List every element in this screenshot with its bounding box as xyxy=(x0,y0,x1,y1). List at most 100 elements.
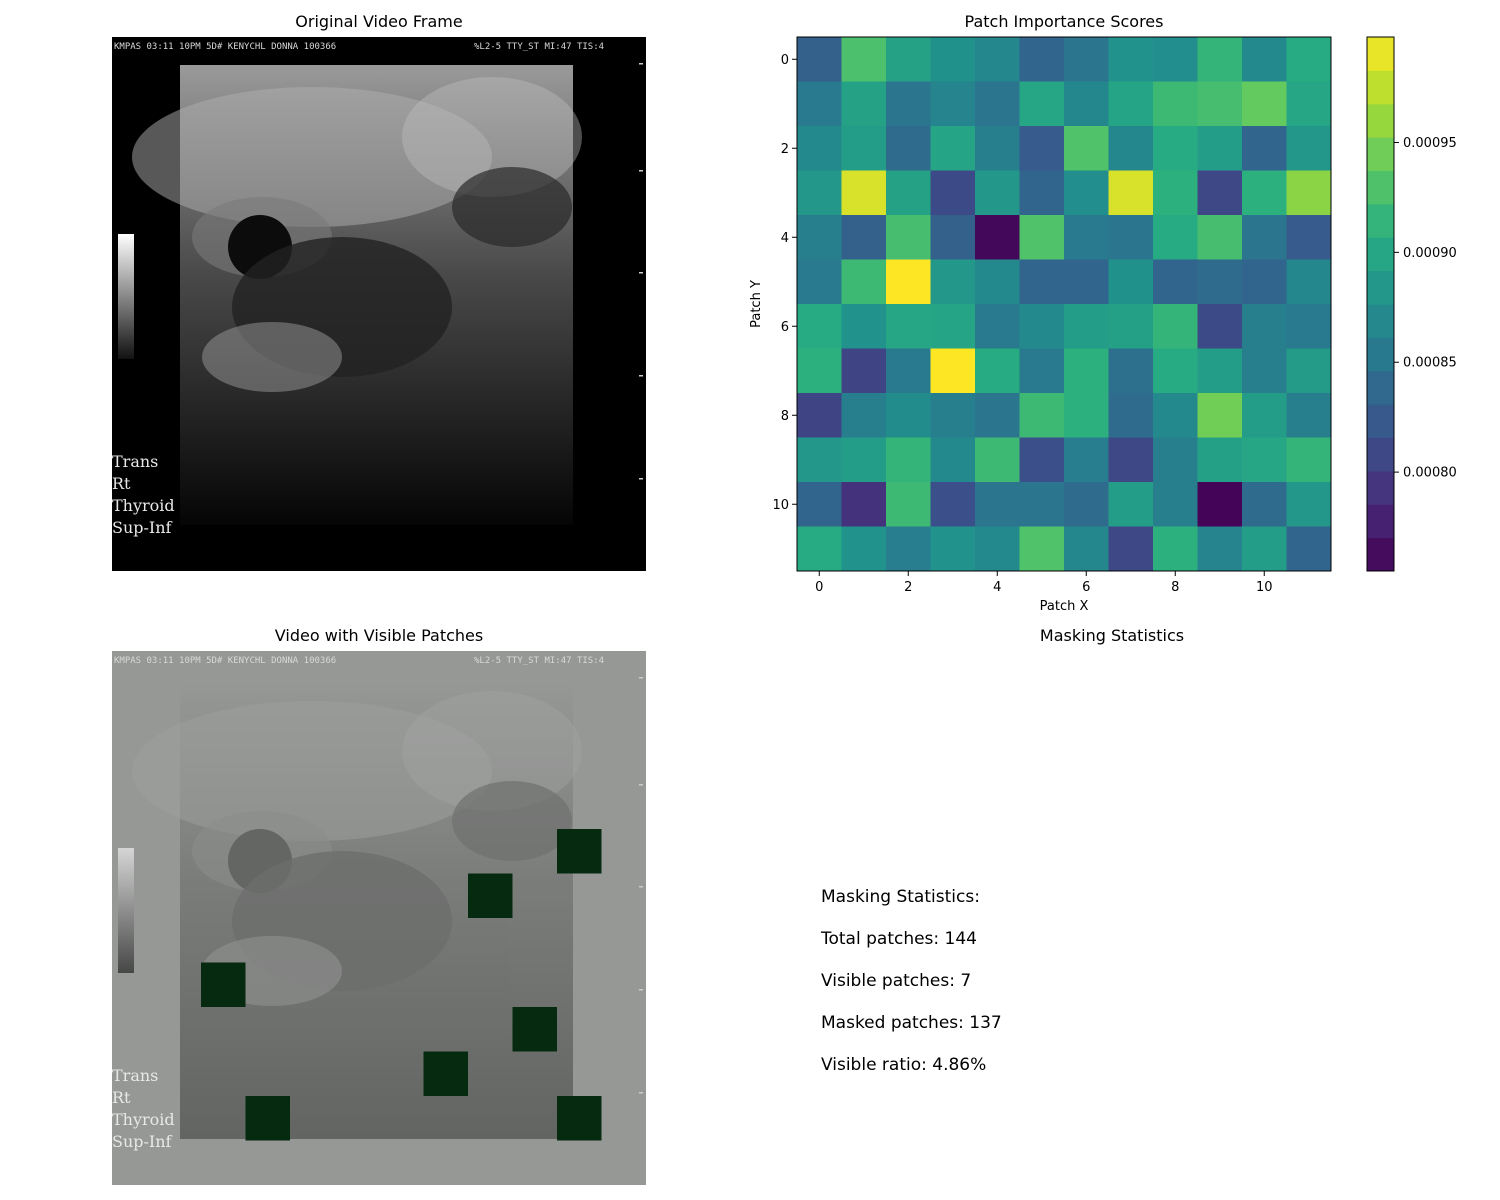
heatmap-cell xyxy=(1153,259,1198,305)
heatmap-cell xyxy=(886,348,931,394)
colorbar-band xyxy=(1367,203,1394,238)
colorbar-tick-label: 0.00080 xyxy=(1403,466,1457,481)
heatmap-cell xyxy=(1286,304,1332,349)
heatmap-cell xyxy=(886,170,931,216)
y-axis-label: Patch Y xyxy=(749,280,764,328)
colorbar-band xyxy=(1367,337,1394,372)
heatmap-cell xyxy=(1197,37,1243,82)
heatmap-cell xyxy=(1197,259,1243,305)
heatmap-cell xyxy=(841,437,887,483)
heatmap-cell xyxy=(1019,170,1065,216)
heatmap-cell xyxy=(1286,526,1332,572)
colorbar-band xyxy=(1367,437,1394,472)
header-right-text: %L2-5 TTY_ST MI:47 TIS:4 xyxy=(474,42,604,52)
heatmap-cell xyxy=(886,215,931,260)
x-tick-label: 2 xyxy=(904,580,912,595)
heatmap-cell xyxy=(1153,526,1198,572)
heatmap-cell xyxy=(1108,526,1154,572)
heatmap-cell xyxy=(1286,81,1332,127)
heatmap-cell xyxy=(1242,259,1287,305)
heatmap-cell xyxy=(1286,348,1332,394)
heatmap-cell xyxy=(975,348,1020,394)
side-label: Trans xyxy=(112,1066,158,1085)
heatmap-cell xyxy=(797,393,842,438)
masking-stats-text: Masking Statistics: Total patches: 144 V… xyxy=(821,866,1002,1097)
heatmap-title: Patch Importance Scores xyxy=(964,12,1164,31)
heatmap-cell xyxy=(841,526,887,572)
visible-patch xyxy=(245,1096,290,1141)
heatmap-cell xyxy=(1019,126,1065,171)
heatmap-cell xyxy=(1153,170,1198,216)
side-label: Thyroid xyxy=(112,1110,175,1129)
heatmap-cell xyxy=(1153,348,1198,394)
heatmap-cell xyxy=(886,482,931,527)
heatmap-cell xyxy=(930,126,976,171)
heatmap-cell xyxy=(975,126,1020,171)
heatmap-cell xyxy=(1197,526,1243,572)
heatmap-cell xyxy=(1064,81,1109,127)
heatmap-cell xyxy=(1242,348,1287,394)
colorbar-tick-label: 0.00085 xyxy=(1403,356,1457,371)
heatmap-cell xyxy=(1019,393,1065,438)
heatmap-cell xyxy=(1019,81,1065,127)
heatmap-cell xyxy=(1064,526,1109,572)
heatmap-cell xyxy=(1019,348,1065,394)
heatmap-cell xyxy=(1064,482,1109,527)
heatmap-cell xyxy=(886,259,931,305)
heatmap-cell xyxy=(797,81,842,127)
heatmap-cell xyxy=(975,259,1020,305)
heatmap-cell xyxy=(1108,81,1154,127)
visible-patch xyxy=(201,962,246,1007)
heatmap-cell xyxy=(1064,393,1109,438)
heatmap-cell xyxy=(1242,437,1287,483)
y-tick-label: 0 xyxy=(781,53,789,68)
heatmap-cell xyxy=(1197,393,1243,438)
heatmap-cell xyxy=(886,81,931,127)
heatmap-cell xyxy=(886,304,931,349)
heatmap-cell xyxy=(1197,304,1243,349)
colorbar-band xyxy=(1367,504,1394,539)
original-frame-title: Original Video Frame xyxy=(295,12,463,31)
heatmap-cell xyxy=(1153,437,1198,483)
x-tick-label: 4 xyxy=(993,580,1001,595)
heatmap-cell xyxy=(886,126,931,171)
colorbar-band xyxy=(1367,70,1394,105)
side-label: Rt xyxy=(112,474,131,493)
heatmap-cell xyxy=(930,259,976,305)
heatmap-cell xyxy=(1019,304,1065,349)
side-label: Sup-Inf xyxy=(112,518,173,537)
colorbar-tick-label: 0.00090 xyxy=(1403,246,1457,261)
heatmap-cell xyxy=(1153,215,1198,260)
header-text: KMPAS 03:11 10PM 5D# KENYCHL DONNA 10036… xyxy=(114,42,336,52)
heatmap-cell xyxy=(1242,81,1287,127)
heatmap-cell xyxy=(975,437,1020,483)
heatmap-cell xyxy=(1197,348,1243,394)
heatmap-cell xyxy=(1019,215,1065,260)
heatmap-cell xyxy=(1197,126,1243,171)
heatmap-cell xyxy=(975,304,1020,349)
heatmap-cell xyxy=(1286,482,1332,527)
heatmap-cell xyxy=(1197,81,1243,127)
heatmap-cell xyxy=(975,81,1020,127)
header-text: KMPAS 03:11 10PM 5D# KENYCHL DONNA 10036… xyxy=(114,656,336,666)
heatmap-cell xyxy=(841,482,887,527)
heatmap-cell xyxy=(1242,170,1287,216)
heatmap-cell xyxy=(1153,37,1198,82)
heatmap-cell xyxy=(797,482,842,527)
vessel-dark xyxy=(228,829,292,893)
colorbar-frame xyxy=(1366,36,1395,572)
heatmap-cell xyxy=(797,348,842,394)
heatmap-cell xyxy=(1286,170,1332,216)
heatmap-cell xyxy=(886,437,931,483)
colorbar-band xyxy=(1367,470,1394,505)
visible-patch xyxy=(468,873,513,918)
heatmap-cell xyxy=(841,126,887,171)
heatmap-cell xyxy=(1019,526,1065,572)
side-label: Sup-Inf xyxy=(112,1132,173,1151)
heatmap-cell xyxy=(975,482,1020,527)
heatmap-cell xyxy=(1197,170,1243,216)
colorbar-band xyxy=(1367,170,1394,205)
heatmap-cell xyxy=(1286,126,1332,171)
colorbar-band xyxy=(1367,237,1394,272)
